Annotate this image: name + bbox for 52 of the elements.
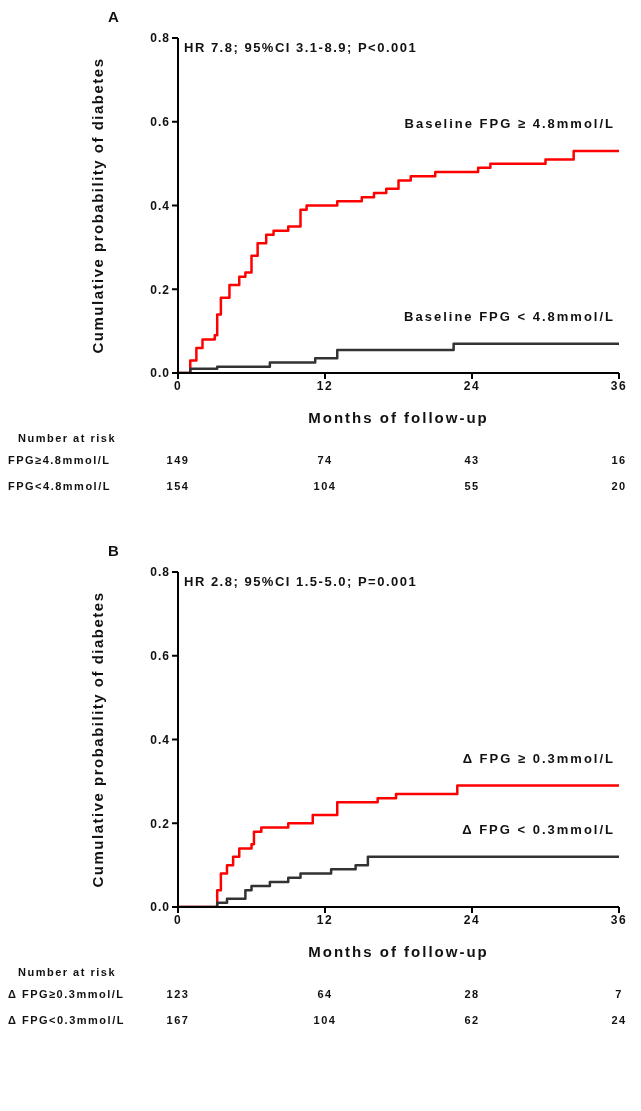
series-label: Baseline FPG < 4.8mmol/L bbox=[404, 308, 615, 324]
x-tick-label: 0 bbox=[173, 912, 183, 927]
text: 16 bbox=[611, 454, 627, 466]
y-axis-title: Cumulative probability of diabetes bbox=[89, 57, 107, 354]
text: 43 bbox=[464, 454, 480, 466]
text: 149 bbox=[166, 454, 190, 466]
text: 20 bbox=[611, 480, 627, 492]
text: 55 bbox=[464, 480, 480, 492]
y-tick-label: 0.0 bbox=[150, 900, 170, 915]
x-tick-label: 24 bbox=[463, 912, 481, 927]
text: 64 bbox=[317, 988, 333, 1000]
y-tick-label: 0.2 bbox=[150, 816, 170, 831]
text: FPG<4.8mmol/L bbox=[8, 480, 111, 492]
x-tick-label: 0 bbox=[173, 378, 183, 393]
y-axis-title: Cumulative probability of diabetes bbox=[89, 591, 107, 888]
y-tick-label: 0.0 bbox=[150, 366, 170, 381]
text: FPG≥4.8mmol/L bbox=[8, 454, 111, 466]
y-tick-label: 0.6 bbox=[150, 649, 170, 664]
x-tick-label: 12 bbox=[316, 378, 334, 393]
text: 62 bbox=[464, 1014, 480, 1026]
x-axis-title: Months of follow-up bbox=[308, 943, 489, 960]
x-axis-title: Months of follow-up bbox=[308, 409, 489, 426]
text: 123 bbox=[166, 988, 190, 1000]
x-tick-label: 12 bbox=[316, 912, 334, 927]
y-tick-label: 0.2 bbox=[150, 282, 170, 297]
text: 104 bbox=[313, 480, 337, 492]
text: Number at risk bbox=[17, 432, 118, 444]
text: 28 bbox=[464, 988, 480, 1000]
y-tick-label: 0.4 bbox=[150, 732, 170, 747]
text: 104 bbox=[313, 1014, 337, 1026]
text: 74 bbox=[317, 454, 333, 466]
text: Number at risk bbox=[17, 966, 118, 978]
text: Δ FPG<0.3mmol/L bbox=[8, 1014, 125, 1026]
text: 24 bbox=[611, 1014, 627, 1026]
series-label: Δ FPG < 0.3mmol/L bbox=[462, 821, 615, 837]
chart-title: A bbox=[107, 8, 122, 27]
series-label: Δ FPG ≥ 0.3mmol/L bbox=[462, 750, 615, 766]
annotation: HR 7.8; 95%CI 3.1-8.9; P<0.001 bbox=[184, 40, 418, 55]
chart-title: B bbox=[107, 542, 122, 561]
x-tick-label: 24 bbox=[463, 378, 481, 393]
x-tick-label: 36 bbox=[610, 912, 628, 927]
x-tick-label: 36 bbox=[610, 378, 628, 393]
series-label: Baseline FPG ≥ 4.8mmol/L bbox=[404, 116, 615, 132]
text: Δ FPG≥0.3mmol/L bbox=[8, 988, 125, 1000]
y-tick-label: 0.8 bbox=[150, 31, 170, 46]
annotation: HR 2.8; 95%CI 1.5-5.0; P=0.001 bbox=[184, 574, 418, 589]
text: 7 bbox=[615, 988, 623, 1000]
y-tick-label: 0.8 bbox=[150, 565, 170, 580]
y-tick-label: 0.4 bbox=[150, 198, 170, 213]
text: 167 bbox=[166, 1014, 190, 1026]
text: 154 bbox=[166, 480, 190, 492]
y-tick-label: 0.6 bbox=[150, 115, 170, 130]
